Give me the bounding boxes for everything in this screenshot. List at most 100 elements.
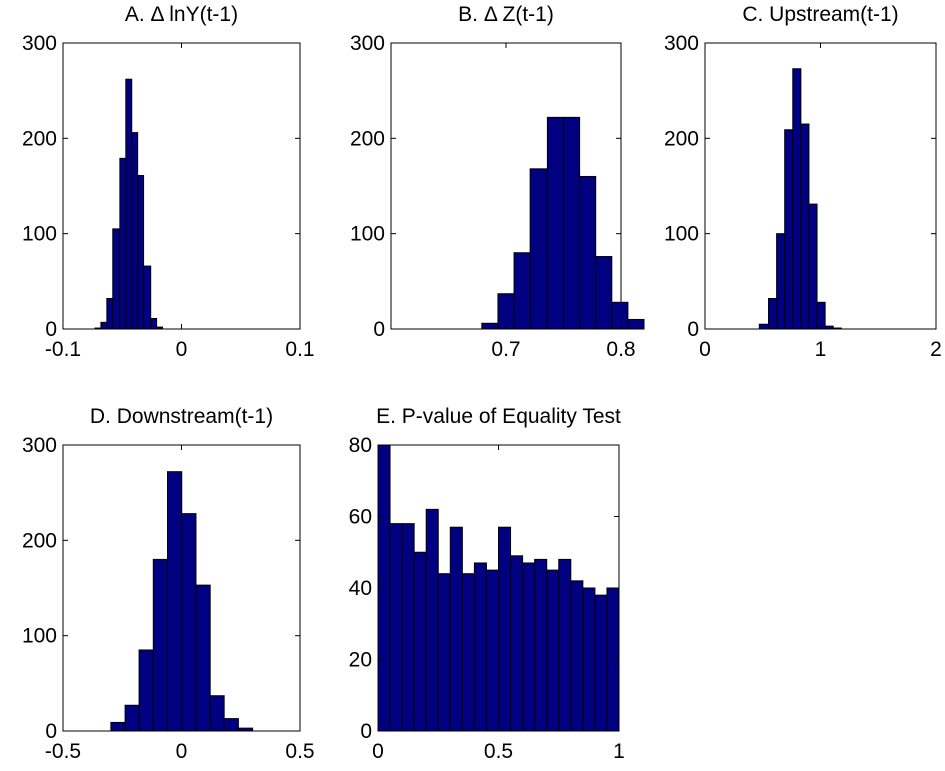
histogram-bar [611,301,629,330]
histogram-bar [401,523,415,732]
histogram-bar [595,256,613,330]
x-tick-label: 0 [372,740,384,763]
histogram-bar [125,78,133,330]
histogram-bar [558,558,572,732]
histogram-bar [119,157,127,330]
y-tick-label: 0 [687,318,699,341]
x-tick-label: 0 [176,338,188,361]
histogram-bar [522,562,536,732]
histogram-bar [627,318,645,330]
y-tick-label: 200 [22,529,57,552]
y-tick-label: 0 [45,720,57,743]
histogram-bar [513,252,531,330]
histogram-panel-b: B. Δ Z(t-1) 0.7 0.8 0 100 200 300 [350,3,645,361]
x-tick-label: 1 [613,740,625,763]
x-tick-label: 0 [176,740,188,763]
x-tick-label: 0.5 [285,740,314,763]
y-tick-label: 100 [664,223,699,246]
x-tick-label: 2 [930,338,942,361]
y-tick-label: 300 [350,32,385,55]
histogram-bar [181,513,197,732]
histogram-bar [824,325,834,330]
y-tick-label: 200 [22,127,57,150]
panel-title: D. Downstream(t-1) [90,405,273,428]
x-tick-label: 0.5 [484,740,513,763]
x-tick-label: -0.1 [45,338,81,361]
histogram-bar [582,587,596,732]
histogram-bar [150,318,158,330]
y-tick-label: 300 [22,434,57,457]
histogram-bar [498,526,512,732]
histogram-bar [112,228,121,330]
histogram-bar [143,265,152,330]
histogram-bar [792,68,802,330]
y-tick-label: 200 [664,127,699,150]
x-tick-label: -0.5 [45,740,81,763]
y-tick-label: 200 [350,127,385,150]
histogram-bar [784,129,794,330]
histogram-bar [237,727,254,732]
histogram-bar [594,594,608,732]
histogram-bar [510,555,524,732]
histogram-bar [152,558,169,732]
histogram-bar [800,123,810,330]
y-tick-label: 100 [22,625,57,648]
histogram-bar [437,573,451,732]
histogram-bar [534,558,548,732]
histogram-bar [156,326,164,330]
histogram-bar [546,116,565,330]
histogram-bar [776,233,786,330]
histogram-bar [94,327,102,330]
histogram-bar [758,323,770,330]
histogram-bar [106,297,114,330]
histogram-bar [110,721,126,732]
histogram-bar [100,321,108,330]
histogram-bar [167,471,183,732]
x-tick-label: 0.7 [491,338,520,361]
y-tick-label: 300 [22,32,57,55]
y-tick-label: 20 [349,649,372,672]
x-tick-label: 0 [699,338,711,361]
histogram-bar [413,551,427,732]
axes-box [704,42,937,330]
x-tick-label: 1 [815,338,827,361]
histogram-bar [485,569,500,732]
y-tick-label: 0 [360,720,372,743]
histogram-bar [481,322,499,330]
histogram-bar [461,573,475,732]
x-tick-label: 0.8 [606,338,635,361]
y-tick-label: 100 [22,223,57,246]
y-tick-label: 300 [664,32,699,55]
y-tick-label: 100 [350,223,385,246]
y-tick-label: 80 [349,434,372,457]
histogram-bar [449,526,463,732]
histogram-panel-c: C. Upstream(t-1) 0 1 2 0 100 200 300 [664,3,942,361]
histogram-bar [832,327,842,330]
panel-title: C. Upstream(t-1) [742,3,898,26]
panel-title: E. P-value of Equality Test [376,405,621,428]
histogram-bar [195,584,211,732]
histogram-bar [768,297,778,330]
histogram-bar [137,175,145,330]
y-tick-label: 40 [349,577,372,600]
histogram-bar [808,203,818,330]
histogram-bar [816,301,826,330]
y-tick-label: 0 [45,318,57,341]
histogram-bar [497,293,515,330]
x-tick-label: 0.1 [285,338,314,361]
panel-title: A. Δ lnY(t-1) [125,3,238,26]
histogram-bar [138,649,154,732]
y-tick-label: 0 [373,318,385,341]
histogram-bar [473,562,487,732]
histogram-bar [131,132,139,330]
histogram-bar [529,168,548,330]
histogram-bar [546,569,560,732]
histogram-bar [563,116,581,330]
histogram-bar [570,580,584,732]
y-tick-label: 60 [349,506,372,529]
axes-box [62,42,301,330]
histogram-bar [223,718,239,732]
